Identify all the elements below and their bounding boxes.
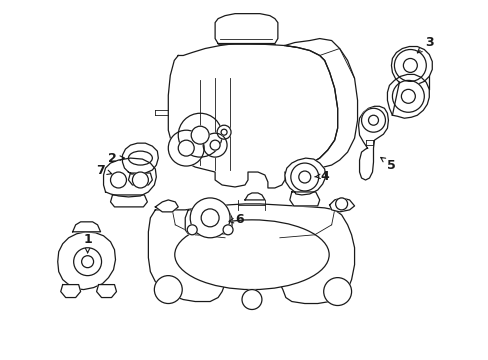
Polygon shape (390, 46, 431, 85)
Circle shape (74, 248, 102, 276)
Circle shape (368, 115, 378, 125)
Text: 2: 2 (108, 152, 124, 165)
Polygon shape (215, 14, 277, 44)
Circle shape (154, 276, 182, 303)
Circle shape (187, 225, 197, 235)
Circle shape (81, 256, 93, 268)
Text: 3: 3 (417, 36, 433, 53)
Circle shape (323, 278, 351, 306)
Polygon shape (61, 285, 81, 298)
Circle shape (132, 172, 148, 188)
Polygon shape (148, 204, 354, 303)
Polygon shape (386, 75, 428, 118)
Polygon shape (244, 193, 264, 200)
Circle shape (298, 171, 310, 183)
Circle shape (110, 172, 126, 188)
Polygon shape (128, 173, 152, 185)
Circle shape (168, 130, 203, 166)
Polygon shape (110, 195, 147, 207)
Text: 5: 5 (380, 157, 395, 172)
Circle shape (335, 198, 347, 210)
Text: 1: 1 (83, 233, 92, 253)
Polygon shape (289, 192, 319, 206)
Text: 4: 4 (314, 170, 328, 183)
Circle shape (223, 225, 233, 235)
Polygon shape (58, 232, 115, 289)
Circle shape (217, 125, 230, 139)
Polygon shape (155, 200, 178, 212)
Circle shape (361, 108, 385, 132)
Circle shape (392, 80, 424, 112)
Circle shape (203, 133, 226, 157)
Polygon shape (168, 44, 337, 188)
Circle shape (394, 50, 426, 81)
Ellipse shape (174, 220, 328, 289)
Circle shape (178, 113, 222, 157)
Polygon shape (185, 210, 232, 234)
Polygon shape (103, 158, 156, 197)
Circle shape (401, 89, 414, 103)
Circle shape (210, 140, 220, 150)
Polygon shape (329, 198, 354, 212)
Polygon shape (122, 143, 158, 174)
Circle shape (290, 163, 318, 191)
Polygon shape (96, 285, 116, 298)
Polygon shape (285, 39, 357, 168)
Circle shape (178, 140, 194, 156)
Circle shape (403, 58, 416, 72)
Circle shape (221, 129, 226, 135)
Circle shape (190, 198, 229, 238)
Text: 6: 6 (228, 213, 244, 226)
Polygon shape (285, 158, 325, 195)
Circle shape (201, 209, 219, 227)
Text: 7: 7 (96, 163, 111, 176)
Polygon shape (358, 106, 387, 180)
Ellipse shape (128, 151, 152, 165)
Polygon shape (73, 222, 101, 232)
Circle shape (242, 289, 262, 310)
Circle shape (191, 126, 209, 144)
